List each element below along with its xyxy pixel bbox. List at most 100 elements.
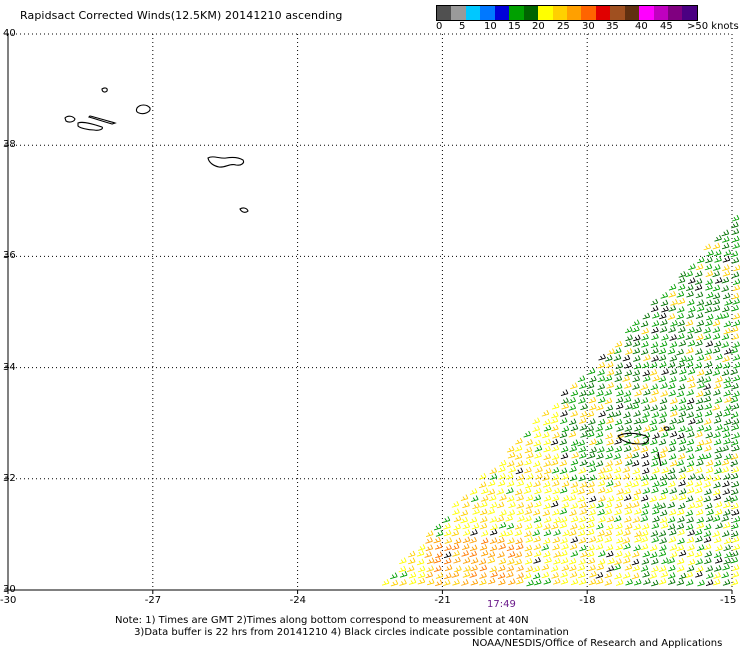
wind-barb <box>660 390 668 397</box>
wind-barb <box>595 543 604 551</box>
wind-barb <box>624 452 633 460</box>
wind-barb <box>579 410 588 418</box>
wind-barb <box>614 383 623 391</box>
wind-barb <box>560 571 568 578</box>
wind-barb <box>606 515 615 523</box>
wind-barb <box>631 494 640 502</box>
wind-barb <box>669 354 678 362</box>
wind-barb <box>550 459 559 466</box>
wind-barb <box>723 473 731 480</box>
wind-barb <box>640 348 649 356</box>
wind-barb <box>634 508 642 515</box>
wind-barb <box>605 424 613 431</box>
wind-barb <box>731 214 740 222</box>
wind-barb <box>587 544 595 552</box>
wind-barb <box>578 578 587 586</box>
wind-barb <box>703 389 711 397</box>
wind-barb <box>659 411 668 419</box>
wind-barb <box>462 571 471 578</box>
wind-barb <box>703 383 711 391</box>
scale-swatch <box>509 6 524 20</box>
wind-barb <box>469 536 477 544</box>
scale-label: 30 <box>582 21 595 32</box>
wind-barb <box>640 515 649 523</box>
wind-barb <box>712 333 721 340</box>
wind-barb <box>613 480 622 488</box>
wind-barb <box>688 381 696 389</box>
wind-barb <box>679 375 687 382</box>
wind-barb <box>667 361 676 368</box>
wind-barb <box>559 467 568 475</box>
wind-barb <box>632 516 641 524</box>
wind-barb <box>661 557 669 565</box>
wind-barb <box>613 453 621 460</box>
wind-barb <box>426 578 435 586</box>
wind-barb <box>677 333 685 340</box>
wind-barb <box>598 495 606 503</box>
wind-barb <box>632 319 640 327</box>
wind-barb <box>685 571 694 579</box>
wind-barb <box>524 523 533 530</box>
wind-barb <box>651 453 660 461</box>
wind-barb <box>505 514 513 522</box>
wind-barb <box>507 558 515 565</box>
lat-label: 36 <box>3 250 16 262</box>
wind-barb <box>470 578 479 586</box>
wind-barb <box>616 425 624 432</box>
wind-barb <box>686 312 694 319</box>
wind-barb <box>624 564 633 571</box>
wind-barb <box>660 446 668 453</box>
wind-barb <box>624 361 632 369</box>
wind-barb <box>381 579 390 586</box>
wind-barb <box>669 376 677 383</box>
wind-barb <box>632 347 641 355</box>
wind-barb <box>688 473 696 481</box>
wind-barb <box>589 438 597 446</box>
wind-barb <box>550 500 559 508</box>
wind-barb <box>516 479 525 487</box>
wind-barb <box>658 425 667 432</box>
wind-barb <box>551 466 560 474</box>
wind-barb <box>723 381 732 389</box>
wind-barb <box>588 418 596 425</box>
wind-barb <box>560 410 568 417</box>
wind-barb <box>535 466 543 474</box>
wind-barb <box>589 403 597 411</box>
wind-barb <box>705 340 714 348</box>
wind-barb <box>732 312 740 320</box>
wind-barb <box>570 458 579 466</box>
wind-barb <box>478 481 487 489</box>
wind-barb <box>443 579 451 586</box>
wind-barb <box>669 334 677 341</box>
wind-barb <box>533 543 542 550</box>
wind-barb <box>516 577 524 585</box>
wind-barb <box>570 536 579 544</box>
wind-barb <box>712 326 721 334</box>
scale-swatch <box>451 6 466 20</box>
wind-barb <box>678 425 686 433</box>
wind-barb <box>596 563 605 571</box>
wind-barb <box>615 550 623 558</box>
wind-barb <box>488 494 497 502</box>
wind-barb <box>730 530 739 538</box>
wind-barb <box>679 355 687 363</box>
wind-barb <box>606 445 614 453</box>
wind-barb <box>659 404 667 412</box>
wind-barb <box>604 579 613 586</box>
wind-barb <box>679 367 687 375</box>
wind-barb <box>524 508 533 515</box>
wind-barb <box>478 558 487 565</box>
wind-barb <box>661 368 669 375</box>
wind-barb <box>606 417 614 424</box>
wind-barb <box>695 417 704 425</box>
wind-barb <box>615 402 624 410</box>
wind-barb <box>714 508 723 516</box>
wind-barb <box>633 488 642 496</box>
wind-barb <box>506 522 515 530</box>
wind-barb <box>560 550 568 557</box>
wind-barb <box>462 529 471 536</box>
notes: Note: 1) Times are GMT 2)Times along bot… <box>115 615 569 639</box>
wind-barb <box>632 564 640 572</box>
wind-barb <box>696 459 704 467</box>
wind-speed-color-scale <box>436 5 698 21</box>
